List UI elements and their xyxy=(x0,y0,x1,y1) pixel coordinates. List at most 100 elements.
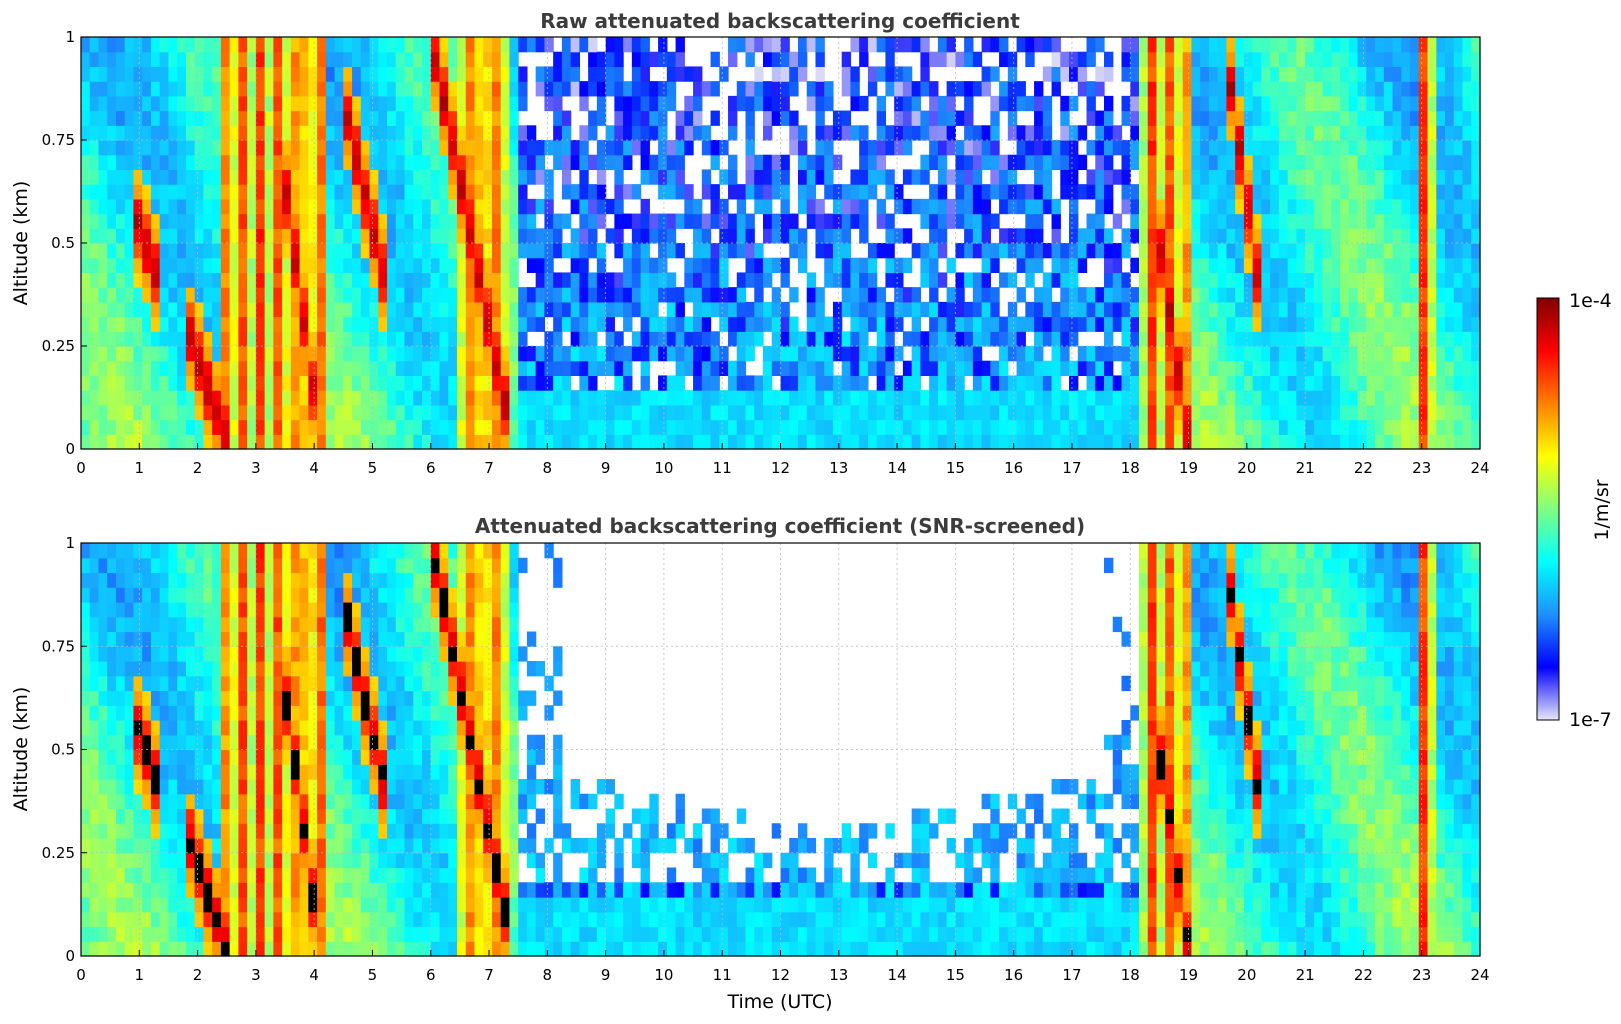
heatmap-cell xyxy=(186,52,195,67)
heatmap-cell xyxy=(457,125,466,140)
heatmap-cell xyxy=(1454,331,1463,346)
heatmap-cell xyxy=(90,317,99,332)
heatmap-cell xyxy=(1253,375,1262,390)
heatmap-cell xyxy=(378,155,387,170)
heatmap-cell xyxy=(98,735,107,750)
heatmap-cell xyxy=(1174,184,1183,199)
heatmap-cell xyxy=(912,111,921,126)
heatmap-cell xyxy=(1087,96,1096,111)
heatmap-cell xyxy=(868,302,877,317)
heatmap-cell xyxy=(142,96,151,111)
heatmap-cell xyxy=(186,927,195,942)
heatmap-cell xyxy=(396,37,405,52)
heatmap-cell xyxy=(1261,81,1270,96)
heatmap-cell xyxy=(273,390,282,405)
heatmap-cell xyxy=(195,420,204,435)
heatmap-cell xyxy=(81,543,90,558)
heatmap-cell xyxy=(352,361,361,376)
heatmap-cell xyxy=(212,941,221,956)
heatmap-cell xyxy=(1104,302,1113,317)
heatmap-cell xyxy=(1174,52,1183,67)
heatmap-cell xyxy=(256,823,265,838)
heatmap-cell xyxy=(317,405,326,420)
heatmap-cell xyxy=(1008,111,1017,126)
heatmap-cell xyxy=(1174,66,1183,81)
heatmap-cell xyxy=(1331,111,1340,126)
heatmap-cell xyxy=(571,155,580,170)
heatmap-cell xyxy=(265,927,274,942)
heatmap-cell xyxy=(1261,228,1270,243)
heatmap-cell xyxy=(824,155,833,170)
heatmap-cell xyxy=(571,302,580,317)
heatmap-cell xyxy=(177,331,186,346)
heatmap-cell xyxy=(693,96,702,111)
heatmap-cell xyxy=(168,676,177,691)
heatmap-cell xyxy=(186,720,195,735)
heatmap-cell xyxy=(1436,434,1445,449)
heatmap-cell xyxy=(798,228,807,243)
heatmap-cell xyxy=(938,302,947,317)
heatmap-cell xyxy=(1226,228,1235,243)
heatmap-cell xyxy=(195,302,204,317)
heatmap-cell xyxy=(308,617,317,632)
heatmap-cell xyxy=(273,125,282,140)
heatmap-cell xyxy=(1244,390,1253,405)
heatmap-cell xyxy=(859,346,868,361)
heatmap-cell xyxy=(929,405,938,420)
heatmap-cell xyxy=(579,375,588,390)
heatmap-cell xyxy=(667,405,676,420)
heatmap-cell xyxy=(387,199,396,214)
heatmap-cell xyxy=(1270,199,1279,214)
heatmap-cell xyxy=(90,155,99,170)
heatmap-cell xyxy=(1200,302,1209,317)
heatmap-cell xyxy=(1174,346,1183,361)
heatmap-cell xyxy=(1069,331,1078,346)
heatmap-cell xyxy=(711,390,720,405)
heatmap-cell xyxy=(772,81,781,96)
heatmap-cell xyxy=(1165,96,1174,111)
heatmap-cell xyxy=(571,81,580,96)
heatmap-cell xyxy=(955,140,964,155)
heatmap-cell xyxy=(1340,272,1349,287)
heatmap-cell xyxy=(142,37,151,52)
heatmap-cell xyxy=(160,558,169,573)
heatmap-cell xyxy=(1454,228,1463,243)
heatmap-cell xyxy=(230,258,239,273)
heatmap-cell xyxy=(98,558,107,573)
heatmap-cell xyxy=(623,140,632,155)
heatmap-cell xyxy=(1122,434,1131,449)
heatmap-cell xyxy=(641,405,650,420)
heatmap-cell xyxy=(273,764,282,779)
heatmap-cell xyxy=(116,632,125,647)
heatmap-cell xyxy=(1279,111,1288,126)
heatmap-cell xyxy=(562,111,571,126)
heatmap-cell xyxy=(1384,390,1393,405)
heatmap-cell xyxy=(343,390,352,405)
heatmap-cell xyxy=(1183,169,1192,184)
heatmap-cell xyxy=(571,317,580,332)
heatmap-cell xyxy=(439,302,448,317)
heatmap-cell xyxy=(1104,375,1113,390)
heatmap-cell xyxy=(177,735,186,750)
heatmap-cell xyxy=(300,331,309,346)
heatmap-cell xyxy=(177,646,186,661)
heatmap-cell xyxy=(457,96,466,111)
heatmap-cell xyxy=(265,199,274,214)
heatmap-cell xyxy=(343,155,352,170)
heatmap-cell xyxy=(256,169,265,184)
heatmap-cell xyxy=(378,317,387,332)
heatmap-cell xyxy=(1270,390,1279,405)
heatmap-cell xyxy=(746,405,755,420)
heatmap-cell xyxy=(1445,125,1454,140)
heatmap-cell xyxy=(1034,434,1043,449)
heatmap-cell xyxy=(1078,258,1087,273)
heatmap-cell xyxy=(326,302,335,317)
heatmap-cell xyxy=(273,96,282,111)
heatmap-cell xyxy=(1401,346,1410,361)
heatmap-cell xyxy=(1235,420,1244,435)
heatmap-cell xyxy=(1305,272,1314,287)
heatmap-cell xyxy=(1358,272,1367,287)
heatmap-cell xyxy=(649,272,658,287)
heatmap-cell xyxy=(1130,258,1139,273)
